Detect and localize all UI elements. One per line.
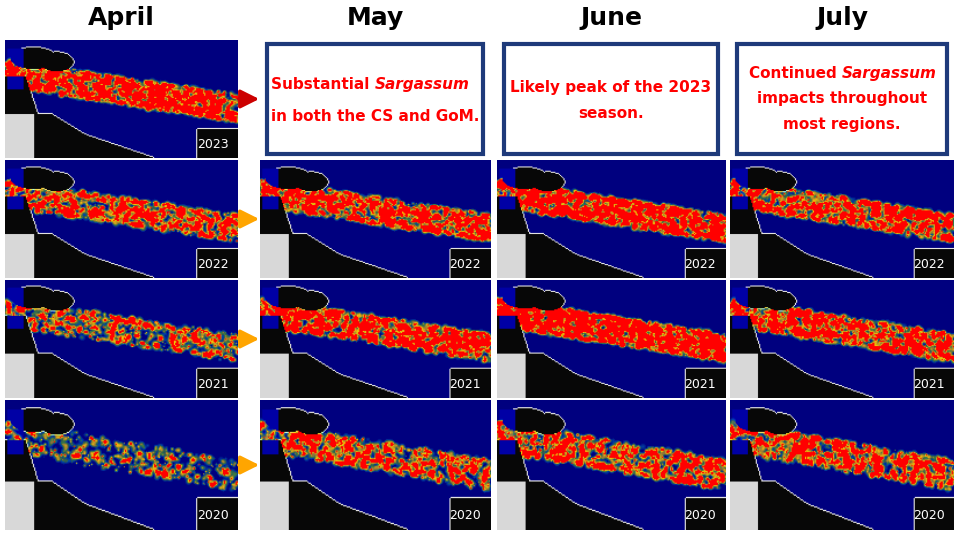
Text: season.: season. — [578, 105, 643, 121]
Text: 2021: 2021 — [197, 378, 228, 391]
Text: 2021: 2021 — [449, 378, 480, 391]
Text: Sargassum: Sargassum — [842, 66, 937, 81]
Text: 2022: 2022 — [913, 258, 945, 271]
FancyBboxPatch shape — [737, 44, 947, 154]
Text: 2020: 2020 — [684, 509, 715, 522]
Text: 2022: 2022 — [449, 258, 480, 271]
FancyBboxPatch shape — [267, 44, 483, 154]
Text: 2020: 2020 — [913, 509, 945, 522]
Text: 2020: 2020 — [197, 509, 228, 522]
Text: 2022: 2022 — [197, 258, 228, 271]
Text: July: July — [816, 6, 868, 30]
Text: in both the CS and GoM.: in both the CS and GoM. — [270, 109, 480, 124]
FancyBboxPatch shape — [503, 44, 718, 154]
Text: Sargassum: Sargassum — [375, 77, 470, 93]
Text: impacts throughout: impacts throughout — [757, 91, 927, 107]
Text: most regions.: most regions. — [784, 117, 901, 132]
Text: 2022: 2022 — [685, 258, 715, 271]
Text: 2023: 2023 — [197, 138, 228, 151]
Text: 2020: 2020 — [449, 509, 480, 522]
Text: May: May — [346, 6, 404, 30]
Text: 2021: 2021 — [913, 378, 945, 391]
Text: April: April — [88, 6, 155, 30]
Text: Likely peak of the 2023: Likely peak of the 2023 — [510, 80, 712, 95]
Text: Substantial: Substantial — [271, 77, 375, 93]
Text: 2021: 2021 — [685, 378, 715, 391]
Text: June: June — [580, 6, 642, 30]
Text: Continued: Continued — [749, 66, 842, 81]
